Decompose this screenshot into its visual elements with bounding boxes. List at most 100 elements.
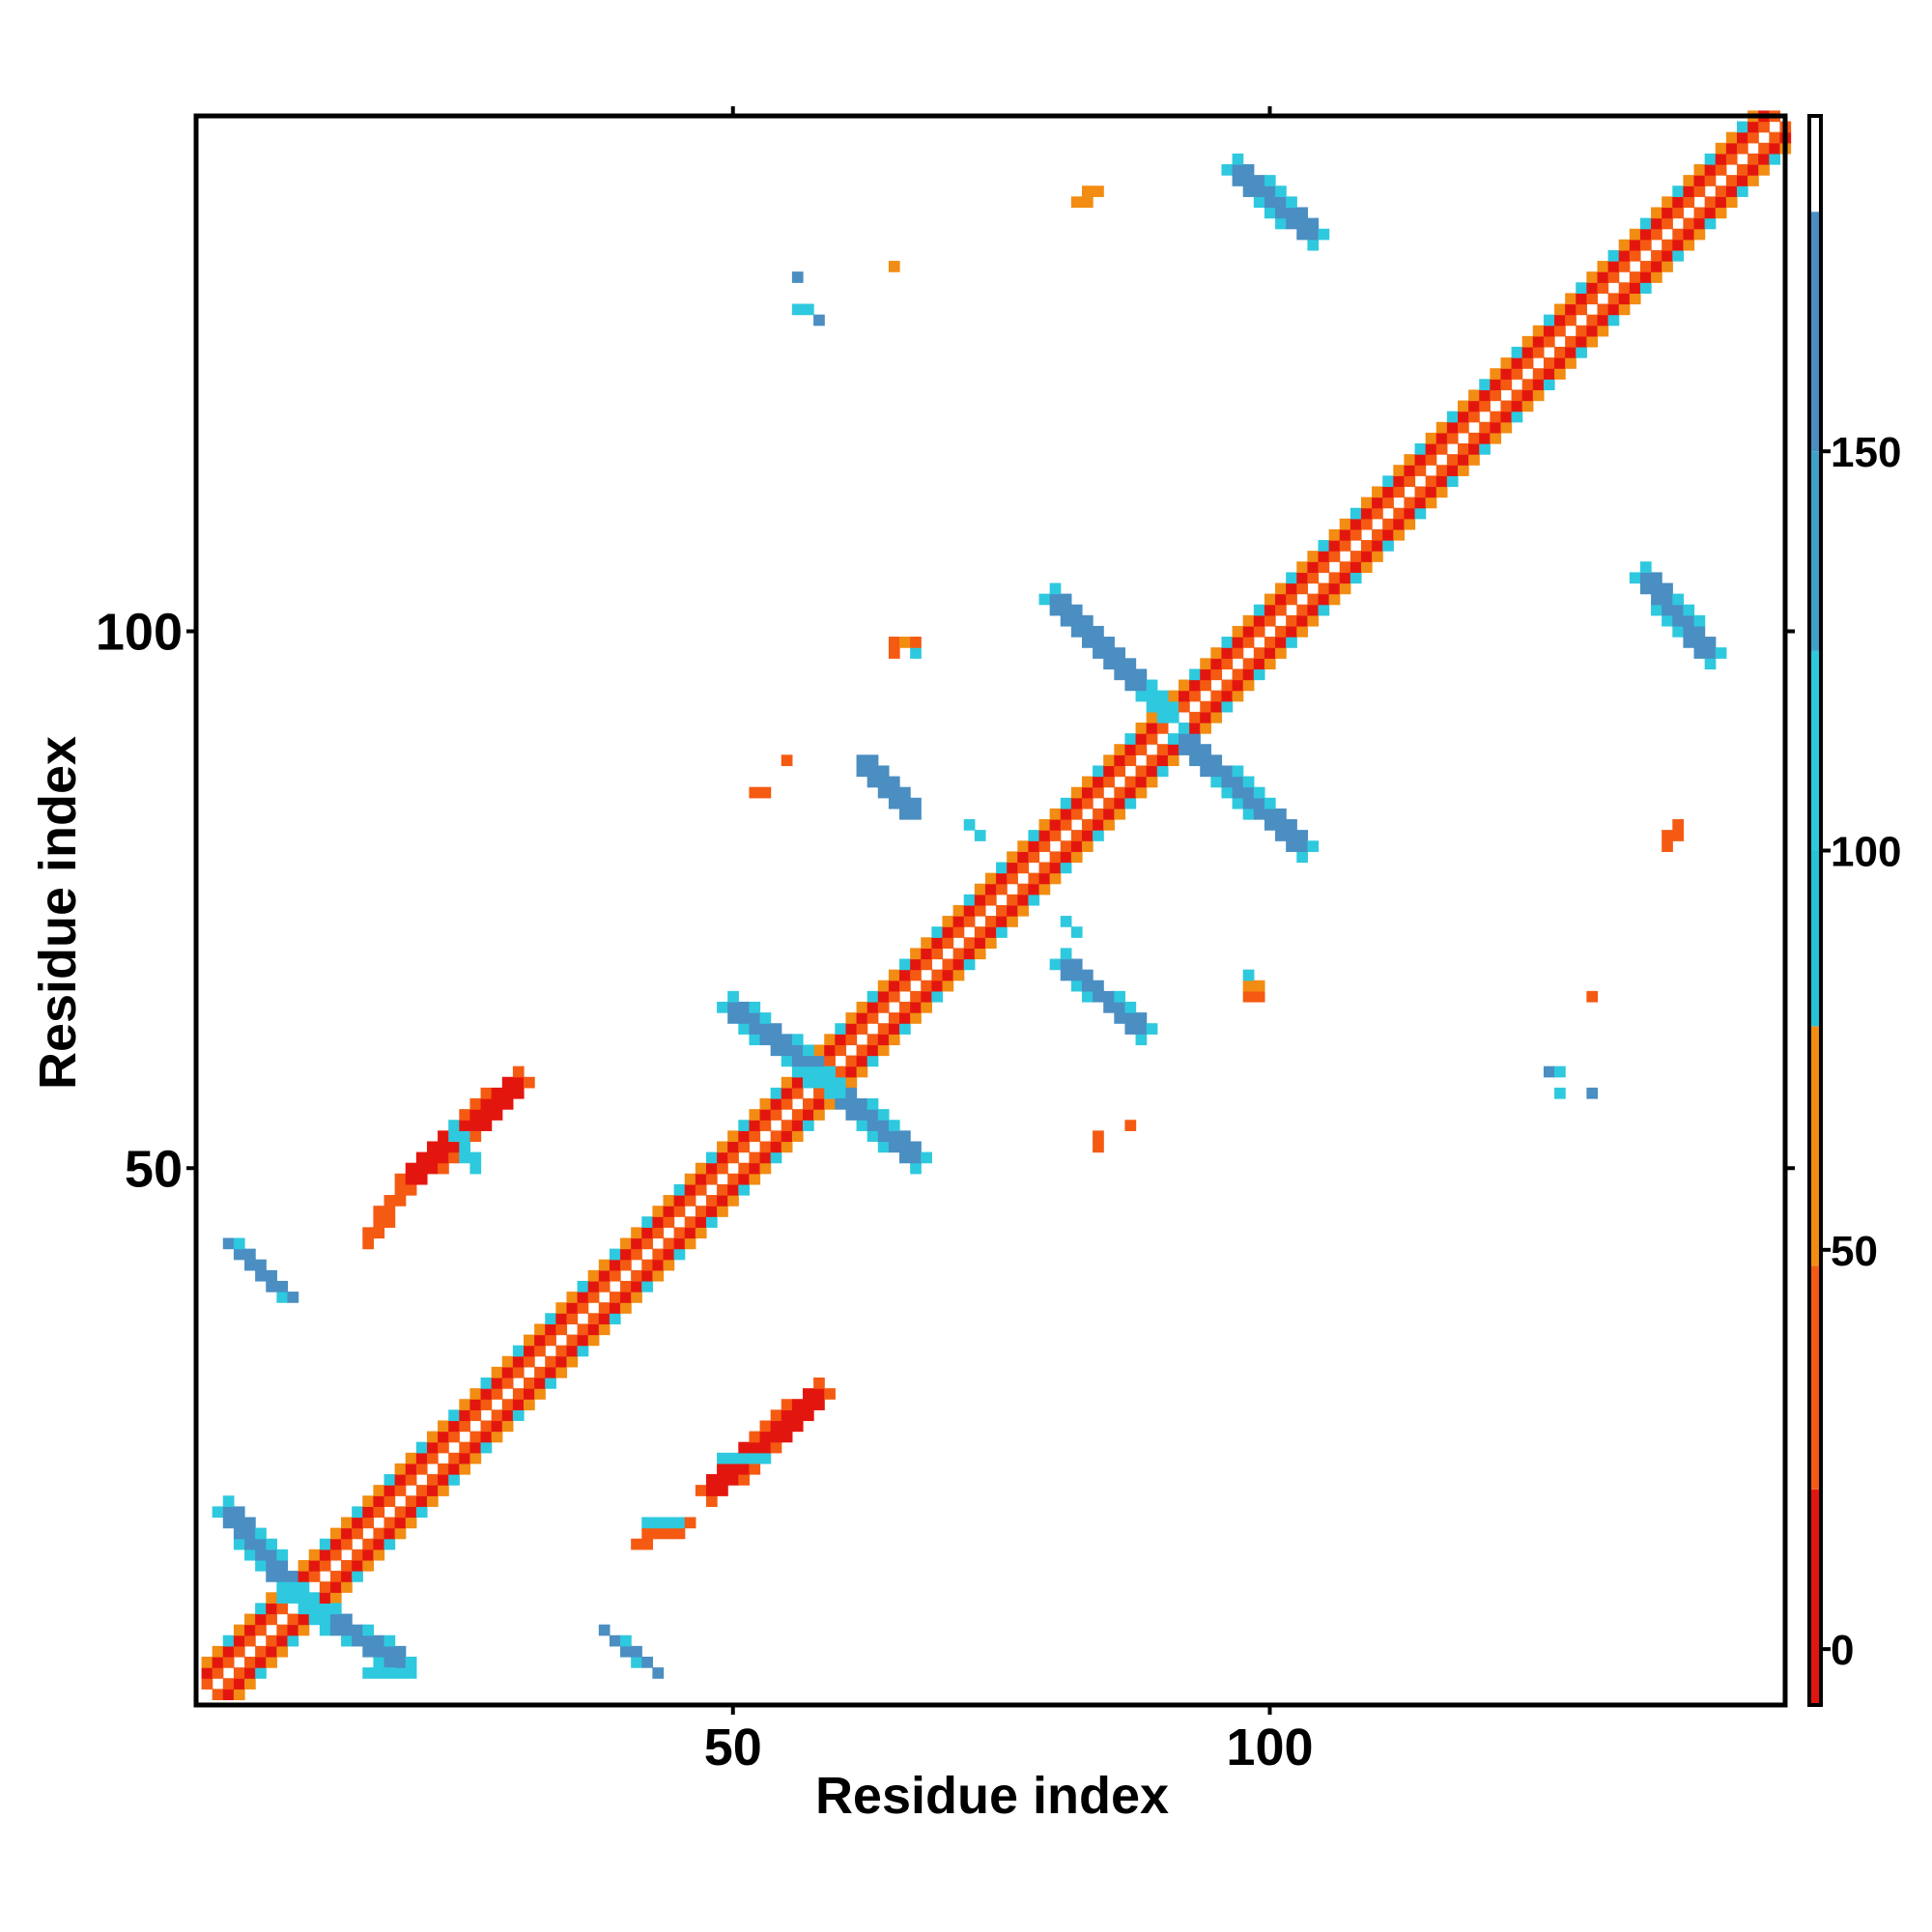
heatmap-cell <box>362 1227 374 1239</box>
heatmap-cell <box>501 1409 514 1422</box>
heatmap-cell <box>673 1206 686 1217</box>
heatmap-cell <box>1490 379 1502 391</box>
heatmap-cell <box>1683 239 1695 251</box>
heatmap-cell <box>1114 658 1126 670</box>
heatmap-cell <box>373 1216 385 1228</box>
heatmap-cell <box>727 1012 739 1024</box>
heatmap-cell <box>319 1624 331 1636</box>
heatmap-cell <box>1189 711 1201 724</box>
heatmap-cell <box>749 1130 761 1143</box>
heatmap-cell <box>415 1452 428 1464</box>
heatmap-cell <box>1576 325 1587 337</box>
heatmap-cell <box>1114 754 1126 767</box>
heatmap-cell <box>255 1667 267 1679</box>
heatmap-cell <box>1683 196 1695 209</box>
heatmap-cell <box>1093 819 1104 831</box>
heatmap-cell <box>835 1098 847 1110</box>
heatmap-cell <box>1253 625 1265 638</box>
heatmap-cell <box>1081 625 1094 638</box>
heatmap-cell <box>276 1634 289 1647</box>
heatmap-cell <box>308 1559 321 1572</box>
heatmap-cell <box>684 1237 696 1250</box>
heatmap-cell <box>888 1130 900 1143</box>
heatmap-cell <box>1414 497 1427 509</box>
heatmap-cell <box>1221 700 1234 713</box>
heatmap-cell <box>749 786 761 799</box>
heatmap-cell <box>791 271 804 283</box>
heatmap-cell <box>1618 239 1631 251</box>
colorbar-band <box>1809 1265 1821 1490</box>
heatmap-cell <box>1242 658 1255 670</box>
heatmap-cell <box>1167 711 1179 724</box>
heatmap-cell <box>1156 765 1169 778</box>
heatmap-cell <box>1414 507 1427 520</box>
heatmap-cell <box>1672 207 1684 219</box>
heatmap-cell <box>824 1055 836 1067</box>
heatmap-cell <box>319 1592 331 1604</box>
heatmap-cell <box>598 1624 611 1636</box>
heatmap-cell <box>1672 819 1684 831</box>
heatmap-cell <box>491 1366 503 1378</box>
heatmap-cell <box>631 1237 642 1250</box>
heatmap-cell <box>791 1420 804 1433</box>
heatmap-cell <box>1242 164 1255 176</box>
heatmap-cell <box>1286 614 1297 627</box>
heatmap-cell <box>1360 540 1373 552</box>
heatmap-cell <box>1458 454 1469 466</box>
heatmap-cell <box>1253 808 1265 820</box>
heatmap-cell <box>1662 196 1673 209</box>
heatmap-cell <box>1350 551 1362 562</box>
heatmap-cell <box>491 1087 503 1099</box>
heatmap-cell <box>341 1559 353 1572</box>
heatmap-cell <box>899 1023 911 1035</box>
heatmap-cell <box>1156 711 1169 724</box>
colorbar-band <box>1809 116 1821 213</box>
heatmap-cell <box>1103 658 1115 670</box>
heatmap-cell <box>1393 507 1406 520</box>
heatmap-cell <box>1532 389 1545 402</box>
heatmap-cell <box>1328 551 1341 562</box>
heatmap-cell <box>1565 335 1577 348</box>
heatmap-cell <box>255 1559 267 1572</box>
heatmap-cell <box>362 1495 374 1507</box>
heatmap-cell <box>996 904 1008 917</box>
heatmap-cell <box>1028 894 1040 906</box>
heatmap-cell <box>759 1034 772 1046</box>
heatmap-cell <box>1189 668 1201 681</box>
heatmap-cell <box>1007 872 1018 885</box>
heatmap-cell <box>448 1452 460 1464</box>
heatmap-cell <box>1232 637 1244 648</box>
heatmap-cell <box>899 980 911 992</box>
heatmap-cell <box>1167 744 1179 755</box>
heatmap-cell <box>663 1517 675 1529</box>
heatmap-cell <box>1629 271 1641 283</box>
heatmap-cell <box>1479 379 1491 391</box>
heatmap-cell <box>480 1087 493 1099</box>
heatmap-cell <box>1060 604 1072 616</box>
heatmap-cell <box>899 786 911 799</box>
heatmap-cell <box>1296 228 1308 241</box>
heatmap-cell <box>598 1269 611 1282</box>
heatmap-cell <box>244 1538 256 1550</box>
heatmap-cell <box>1081 797 1094 810</box>
heatmap-cell <box>877 1109 890 1121</box>
heatmap-cell <box>770 1130 782 1143</box>
heatmap-cell <box>749 1151 761 1164</box>
heatmap-cell <box>1070 926 1083 938</box>
heatmap-cell <box>352 1548 363 1561</box>
heatmap-cell <box>1049 862 1062 874</box>
heatmap-cell <box>566 1313 579 1325</box>
heatmap-cell <box>1521 357 1534 369</box>
heatmap-cell <box>781 1130 793 1143</box>
heatmap-cell <box>373 1548 385 1561</box>
heatmap-cell <box>1060 958 1072 971</box>
heatmap-cell <box>266 1548 277 1561</box>
heatmap-cell <box>1200 679 1211 692</box>
heatmap-cell <box>373 1206 385 1217</box>
heatmap-cell <box>1049 819 1062 831</box>
heatmap-cell <box>1532 325 1545 337</box>
heatmap-cell <box>1070 851 1083 864</box>
heatmap-cell <box>835 1076 847 1089</box>
heatmap-cell <box>1372 507 1383 520</box>
heatmap-cell <box>545 1334 556 1347</box>
